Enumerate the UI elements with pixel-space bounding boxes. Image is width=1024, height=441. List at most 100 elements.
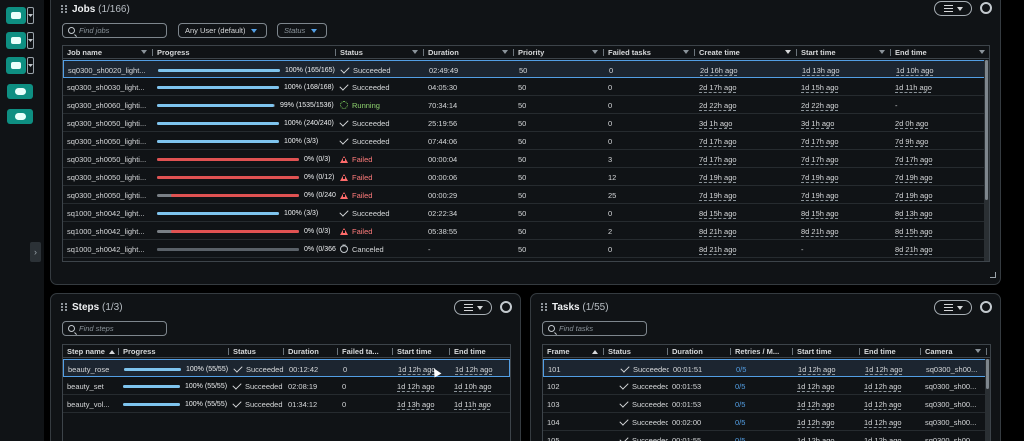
sort-caret-icon[interactable] <box>502 50 508 54</box>
column-header-progress[interactable]: Progress <box>119 345 229 358</box>
jobs-search-input[interactable]: Find jobs <box>62 23 167 38</box>
table-row[interactable]: 104 Succeeded 00:02:00 0/5 1d 12h ago 1d 12h … <box>543 413 990 431</box>
table-row[interactable]: sq1000_sh0042_light... 100% (3/3) Succeede… <box>63 204 989 222</box>
column-header-progress[interactable]: Progress <box>153 46 336 59</box>
retries[interactable]: 0/5 <box>731 431 793 441</box>
column-header-end-time[interactable]: End time <box>450 345 510 358</box>
column-header-status[interactable]: Status <box>229 345 284 358</box>
table-row[interactable]: sq0300_sh0050_lighti... 0% (0/240) Failed 0… <box>63 186 989 204</box>
column-divider[interactable] <box>603 348 604 355</box>
sort-caret-icon[interactable] <box>879 50 885 54</box>
column-divider[interactable] <box>392 348 393 355</box>
gear-icon[interactable] <box>980 301 992 313</box>
column-header-start-time[interactable]: Start time <box>393 345 450 358</box>
table-row[interactable]: sq0300_sh0030_light... 100% (168/168) Succ… <box>63 78 989 96</box>
column-divider[interactable] <box>986 348 987 355</box>
column-divider[interactable] <box>730 348 731 355</box>
sort-caret-icon[interactable] <box>785 50 791 54</box>
table-row[interactable]: sq1000_sh0042_light... 0% (0/366) Canceled… <box>63 240 989 258</box>
column-header-step-name[interactable]: Step name <box>63 345 119 358</box>
column-header-duration[interactable]: Duration <box>424 46 514 59</box>
sort-caret-icon[interactable] <box>683 50 689 54</box>
column-header-duration[interactable]: Duration <box>668 345 731 358</box>
column-divider[interactable] <box>152 49 153 56</box>
jobs-columns-menu-button[interactable] <box>934 1 972 16</box>
table-row[interactable]: 103 Succeeded 00:01:53 0/5 1d 12h ago 1d 12h … <box>543 395 990 413</box>
column-divider[interactable] <box>920 348 921 355</box>
column-header-status[interactable]: Status <box>336 46 424 59</box>
column-divider[interactable] <box>283 348 284 355</box>
column-divider[interactable] <box>694 49 695 56</box>
table-row[interactable]: sq0300_sh0050_lighti... 0% (0/12) Failed 00… <box>63 168 989 186</box>
column-divider[interactable] <box>890 49 891 56</box>
status-filter-select[interactable]: Status <box>277 23 327 38</box>
column-divider[interactable] <box>423 49 424 56</box>
retries[interactable]: 0/5 <box>731 395 793 413</box>
column-header-failed-tasks[interactable]: Failed tasks <box>604 46 695 59</box>
monitor-cloud-icon[interactable] <box>7 84 33 99</box>
sort-caret-icon[interactable] <box>979 50 985 54</box>
table-row[interactable]: 102 Succeeded 00:01:53 0/5 1d 12h ago 1d 12h … <box>543 377 990 395</box>
cloud-icon[interactable] <box>6 7 26 24</box>
tasks-scrollbar[interactable] <box>985 359 990 441</box>
column-header-start-time[interactable]: Start time <box>797 46 891 59</box>
column-header-failed-ta-[interactable]: Failed ta... <box>338 345 393 358</box>
table-row[interactable]: beauty_vol... 100% (55/55) Succeeded 01:34:… <box>63 395 510 413</box>
sort-caret-icon[interactable] <box>412 50 418 54</box>
column-header-retries-m-[interactable]: Retries / M... <box>731 345 793 358</box>
tasks-search-input[interactable]: Find tasks <box>542 321 647 336</box>
tasks-columns-menu-button[interactable] <box>934 300 972 315</box>
column-header-end-time[interactable]: End time <box>860 345 921 358</box>
steps-search-input[interactable]: Find steps <box>62 321 167 336</box>
table-row[interactable]: 105 Succeeded 00:01:55 0/5 1d 12h ago 1d 12h … <box>543 431 990 441</box>
table-row[interactable]: sq0300_sh0020_light... 100% (165/165) Succ… <box>63 60 989 78</box>
steps-columns-menu-button[interactable] <box>454 300 492 315</box>
table-row[interactable]: sq0300_sh0050_lighti... 100% (3/3) Succeed… <box>63 132 989 150</box>
column-header-start-time[interactable]: Start time <box>793 345 860 358</box>
column-header-job-name[interactable]: Job name <box>63 46 153 59</box>
column-divider[interactable] <box>449 348 450 355</box>
column-divider[interactable] <box>335 49 336 56</box>
job-monitor-icon[interactable] <box>7 109 33 124</box>
drag-handle-icon[interactable] <box>541 303 547 311</box>
column-divider[interactable] <box>667 348 668 355</box>
column-divider[interactable] <box>513 49 514 56</box>
column-header-create-time[interactable]: Create time <box>695 46 797 59</box>
column-divider[interactable] <box>792 348 793 355</box>
column-header-camera[interactable]: Camera <box>921 345 987 358</box>
retries[interactable]: 0/5 <box>731 413 793 431</box>
table-row[interactable]: sq1000_sh0042_light... 0% (0/3) Failed 05:3… <box>63 222 989 240</box>
column-divider[interactable] <box>603 49 604 56</box>
table-row[interactable]: 101 Succeeded 00:01:51 0/5 1d 12h ago 1d 12h … <box>543 359 990 377</box>
expand-panel-button[interactable]: › <box>30 242 41 262</box>
column-header-end-time[interactable]: End time <box>891 46 989 59</box>
table-row[interactable]: beauty_set 100% (55/55) Succeeded 02:08:19 0… <box>63 377 510 395</box>
column-divider[interactable] <box>228 348 229 355</box>
sort-asc-icon[interactable] <box>591 349 598 354</box>
jobs-scrollbar[interactable] <box>984 60 989 261</box>
column-header-frame[interactable]: Frame <box>543 345 604 358</box>
chevron-down-icon[interactable] <box>27 32 34 49</box>
sort-asc-icon[interactable] <box>108 349 115 354</box>
table-row[interactable]: sq0300_sh0060_lighti... 99% (1535/1536) Ru… <box>63 96 989 114</box>
table-row[interactable]: sq0300_sh0050_lighti... 100% (240/240) Suc… <box>63 114 989 132</box>
table-row[interactable]: sq0300_sh0050_lighti... 0% (0/3) Failed 00:… <box>63 150 989 168</box>
user-filter-select[interactable]: Any User (default) <box>178 23 267 38</box>
folder-icon[interactable] <box>6 32 26 49</box>
sort-caret-icon[interactable] <box>592 50 598 54</box>
resize-handle-icon[interactable] <box>990 272 996 278</box>
retries[interactable]: 0/5 <box>731 377 793 395</box>
upload-icon[interactable] <box>6 57 26 74</box>
sort-caret-icon[interactable] <box>975 349 981 353</box>
column-header-duration[interactable]: Duration <box>284 345 338 358</box>
drag-handle-icon[interactable] <box>61 303 67 311</box>
column-divider[interactable] <box>859 348 860 355</box>
column-divider[interactable] <box>118 348 119 355</box>
column-header-status[interactable]: Status <box>604 345 668 358</box>
chevron-down-icon[interactable] <box>27 7 34 24</box>
column-divider[interactable] <box>796 49 797 56</box>
gear-icon[interactable] <box>500 301 512 313</box>
retries[interactable]: 0/5 <box>732 360 794 378</box>
chevron-down-icon[interactable] <box>27 57 34 74</box>
column-header-priority[interactable]: Priority <box>514 46 604 59</box>
